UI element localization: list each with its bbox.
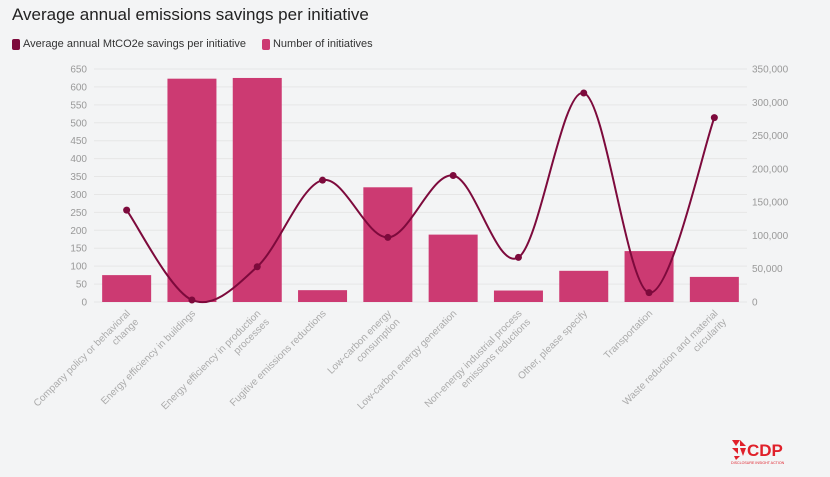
bar xyxy=(363,187,413,302)
y-left-tick-label: 450 xyxy=(70,136,87,147)
y-left-tick-label: 200 xyxy=(70,226,87,237)
line-point xyxy=(319,176,327,184)
y-axis-right: 0 50,000 100,000 150,000 200,000 250,000 300,0… xyxy=(752,65,789,309)
x-category-line: Transportation xyxy=(602,308,655,361)
logo-tagline: DISCLOSURE INSIGHT ACTION xyxy=(731,461,785,465)
y-left-tick-label: 650 xyxy=(70,65,87,76)
line-series xyxy=(123,89,718,304)
line-point xyxy=(253,263,261,271)
y-left-tick-label: 0 xyxy=(81,298,87,309)
y-right-tick-label: 200,000 xyxy=(752,164,789,175)
line-point xyxy=(449,172,457,180)
legend-label-bar: Number of initiatives xyxy=(272,38,373,50)
legend-label-line: Average annual MtCO2e savings per initia… xyxy=(23,38,246,50)
bar xyxy=(428,234,478,302)
y-left-tick-label: 100 xyxy=(70,262,87,273)
line-point xyxy=(514,253,522,261)
legend-swatch-bar xyxy=(261,38,270,50)
line-point xyxy=(710,114,718,122)
bar xyxy=(298,290,348,302)
bar xyxy=(102,275,152,302)
y-right-tick-label: 350,000 xyxy=(752,65,789,76)
y-left-tick-label: 500 xyxy=(70,118,87,129)
cdp-logo: CDP DISCLOSURE INSIGHT ACTION xyxy=(731,440,785,465)
y-left-tick-label: 150 xyxy=(70,244,87,255)
bar xyxy=(689,276,739,302)
y-left-tick-label: 400 xyxy=(70,154,87,165)
y-axis-left: 0 50 100 150 200 250 300 350 400 450 500 550 600 650 xyxy=(70,65,87,309)
chart-title: Average annual emissions savings per ini… xyxy=(12,5,369,24)
line-point xyxy=(123,206,131,214)
bar xyxy=(493,290,543,302)
x-category-text: Company policy or behavioralchange xyxy=(32,308,142,418)
legend: Average annual MtCO2e savings per initia… xyxy=(12,38,373,50)
y-right-tick-label: 300,000 xyxy=(752,98,789,109)
bar xyxy=(559,270,609,302)
legend-swatch-line xyxy=(12,38,20,50)
line-point xyxy=(580,89,588,97)
legend-item-bar[interactable]: Number of initiatives xyxy=(261,38,373,50)
y-left-tick-label: 50 xyxy=(76,280,88,291)
line-point xyxy=(188,296,196,304)
svg-text:CDP: CDP xyxy=(747,441,783,460)
y-right-tick-label: 100,000 xyxy=(752,231,789,242)
x-category-label: Transportation xyxy=(602,308,655,361)
y-right-tick-label: 0 xyxy=(752,298,758,309)
line-point xyxy=(384,233,392,241)
y-right-tick-label: 250,000 xyxy=(752,131,789,142)
line-point xyxy=(645,289,653,297)
x-axis-categories: Company policy or behavioralchangeEnergy… xyxy=(32,308,729,418)
y-left-tick-label: 600 xyxy=(70,82,87,93)
y-left-tick-label: 250 xyxy=(70,208,87,219)
x-category-label: Company policy or behavioralchange xyxy=(32,308,142,418)
y-left-tick-label: 350 xyxy=(70,172,87,183)
y-right-tick-label: 50,000 xyxy=(752,264,783,275)
y-left-tick-label: 300 xyxy=(70,190,87,201)
bar-series xyxy=(102,77,739,302)
y-right-tick-label: 150,000 xyxy=(752,198,789,209)
y-left-tick-label: 550 xyxy=(70,100,87,111)
x-category-text: Transportation xyxy=(602,308,655,361)
bar xyxy=(167,78,217,302)
legend-item-line[interactable]: Average annual MtCO2e savings per initia… xyxy=(12,38,246,50)
